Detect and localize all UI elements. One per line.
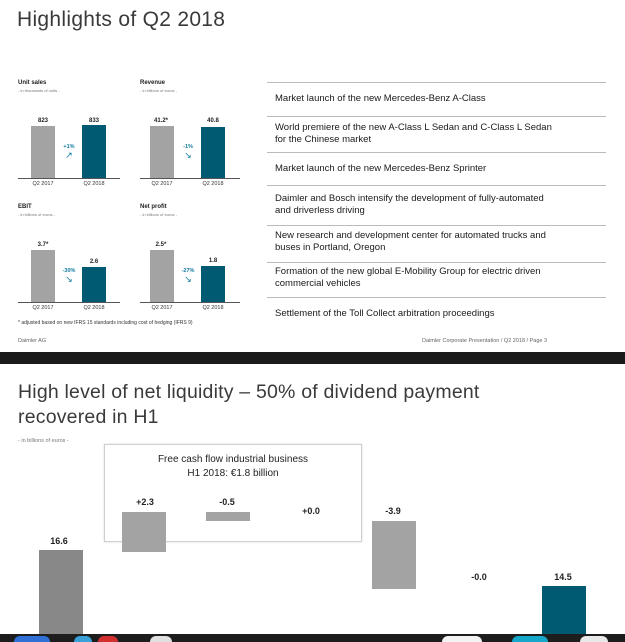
waterfall-bar-end	[542, 586, 586, 642]
axis-label-2017: Q2 2017	[151, 305, 173, 311]
revenue-2018-value: 40.8	[207, 118, 219, 124]
axis-label-2018: Q2 2018	[83, 305, 105, 311]
revenue-2018-bar	[201, 127, 225, 178]
net-profit-2018-value: 1.8	[208, 258, 218, 264]
free-cash-flow-box	[104, 444, 362, 542]
arrow-down-icon: ↘	[65, 274, 73, 284]
net-profit-2018-bar	[201, 266, 225, 302]
footer-page-info: Daimler Corporate Presentation / Q2 2018…	[422, 338, 548, 344]
slide-title: Highlights of Q2 2018	[17, 8, 226, 31]
app-icon[interactable]	[14, 636, 50, 642]
app-icon[interactable]	[74, 636, 92, 642]
arrow-down-icon: ↘	[184, 274, 192, 284]
kpi-ebit-title: EBIT	[18, 204, 32, 210]
slide-divider	[0, 352, 625, 364]
highlight-text: Settlement of the Toll Collect arbitrati…	[275, 308, 495, 319]
ebit-2018-bar	[82, 267, 106, 302]
taskbar	[0, 634, 625, 642]
revenue-2017-bar	[150, 126, 174, 178]
net-profit-change: -27%	[181, 268, 195, 274]
unit-sales-2018-bar	[82, 125, 106, 178]
slide-title-line2: recovered in H1	[18, 406, 159, 428]
fcf-box-title-line1: Free cash flow industrial business	[157, 454, 309, 465]
footnote: * adjusted based on new IFRS 15 standard…	[18, 320, 193, 326]
axis-label-2018: Q2 2018	[202, 305, 224, 311]
waterfall-value: +2.3	[136, 497, 154, 507]
axis-label-2018: Q2 2018	[83, 181, 105, 187]
waterfall-value: -0.5	[219, 497, 235, 507]
kpi-unit-sales-subtitle: - in thousands of units -	[18, 88, 60, 93]
kpi-net-profit-subtitle: - in billions of euros -	[140, 212, 177, 217]
highlight-item: New research and development center for …	[267, 225, 606, 261]
unit-sales-change: +1%	[63, 144, 75, 150]
axis-label-2017: Q2 2017	[32, 305, 54, 311]
baseline	[140, 178, 240, 179]
kpi-unit-sales-title: Unit sales	[18, 80, 47, 86]
highlight-text: Formation of the new global E-Mobility G…	[275, 266, 541, 289]
axis-label-2017: Q2 2017	[151, 181, 173, 187]
axis-label-2018: Q2 2018	[202, 181, 224, 187]
arrow-up-icon: ↗	[65, 150, 73, 160]
slide-net-liquidity: High level of net liquidity – 50% of div…	[0, 364, 625, 642]
highlight-item: World premiere of the new A-Class L Seda…	[267, 116, 606, 151]
kpi-net-profit-title: Net profit	[140, 204, 167, 210]
kpi-ebit-subtitle: - in billions of euros -	[18, 212, 55, 217]
ebit-2018-value: 2.6	[89, 259, 99, 265]
highlight-text: New research and development center for …	[275, 230, 546, 253]
highlight-item: Market launch of the new Mercedes-Benz A…	[267, 82, 606, 115]
slide-highlights: Highlights of Q2 2018 Unit sales - in th…	[17, 8, 606, 344]
ebit-change: -30%	[62, 268, 76, 274]
highlight-text: Daimler and Bosch intensify the developm…	[275, 193, 544, 216]
baseline	[18, 302, 120, 303]
net-profit-2017-bar	[150, 250, 174, 302]
highlight-item: Daimler and Bosch intensify the developm…	[267, 185, 606, 224]
revenue-change: -1%	[183, 144, 193, 150]
highlight-text: World premiere of the new A-Class L Seda…	[275, 122, 552, 145]
axis-label-2017: Q2 2017	[32, 181, 54, 187]
app-icon[interactable]	[580, 636, 608, 642]
kpi-revenue-subtitle: - in billions of euros -	[140, 88, 177, 93]
app-icon[interactable]	[150, 636, 172, 642]
baseline	[140, 302, 240, 303]
fcf-box-title-line2: H1 2018: €1.8 billion	[187, 468, 279, 479]
highlight-text: Market launch of the new Mercedes-Benz A…	[275, 93, 486, 104]
waterfall-bar	[372, 521, 416, 589]
waterfall-value: -0.0	[471, 572, 487, 582]
app-icon[interactable]	[98, 636, 118, 642]
arrow-down-icon: ↘	[184, 150, 192, 160]
ebit-2017-bar	[31, 250, 55, 302]
app-icon[interactable]	[512, 636, 548, 642]
highlight-item: Market launch of the new Mercedes-Benz S…	[267, 152, 606, 184]
slide-title-line1: High level of net liquidity – 50% of div…	[18, 381, 480, 403]
waterfall-value: +0.0	[302, 506, 320, 516]
revenue-2017-value: 41.2*	[153, 118, 168, 124]
net-profit-2017-value: 2.5*	[155, 242, 167, 248]
app-icon[interactable]	[442, 636, 482, 642]
unit-sales-2017-bar	[31, 126, 55, 178]
waterfall-bar	[206, 512, 250, 521]
baseline	[18, 178, 120, 179]
unit-note: - in billions of euros -	[18, 438, 69, 444]
ebit-2017-value: 3.7*	[37, 242, 49, 248]
unit-sales-2018-value: 833	[88, 118, 99, 124]
highlight-item: Settlement of the Toll Collect arbitrati…	[267, 297, 606, 328]
waterfall-bar-start	[39, 550, 83, 642]
kpi-revenue-title: Revenue	[140, 80, 166, 86]
highlight-item: Formation of the new global E-Mobility G…	[267, 262, 606, 298]
waterfall-value: 14.5	[554, 572, 572, 582]
waterfall-value: 16.6	[50, 536, 68, 546]
highlight-text: Market launch of the new Mercedes-Benz S…	[275, 163, 487, 174]
footer-company: Daimler AG	[18, 338, 47, 344]
waterfall-value: -3.9	[385, 506, 401, 516]
waterfall-bar	[122, 512, 166, 552]
unit-sales-2017-value: 823	[37, 118, 48, 124]
